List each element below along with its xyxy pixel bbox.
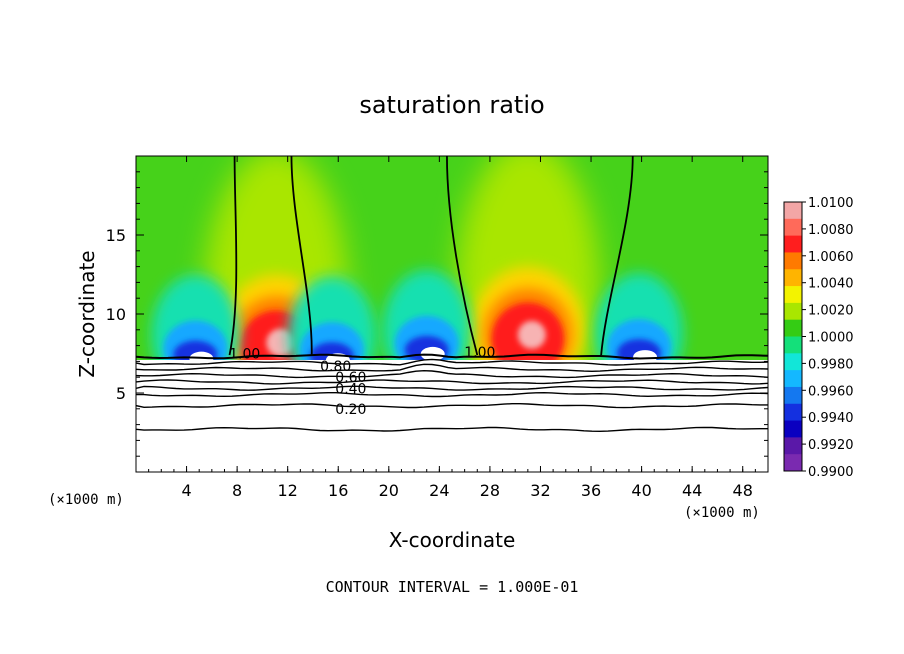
moist-core-peak xyxy=(266,328,295,357)
contour-line xyxy=(136,353,768,360)
y-tick-label: 10 xyxy=(106,305,126,324)
contour-label: 1.00 xyxy=(464,345,495,361)
plot-area: 1.00 1.00 0.800.600.40 0.20 xyxy=(136,156,768,472)
x-tick-label: 48 xyxy=(733,481,753,500)
contour-line-1-00 xyxy=(228,156,238,356)
contour-line xyxy=(136,385,768,391)
contour-label: 0.20 xyxy=(335,402,366,418)
contour-line-1-00 xyxy=(600,156,634,356)
contour-label: 0.80 xyxy=(320,359,351,375)
contour-line xyxy=(136,426,768,433)
colorbar-swatch xyxy=(784,252,802,270)
contour-line xyxy=(136,391,768,398)
x-tick-label: 24 xyxy=(429,481,449,500)
y-axis-label: Z-coordinate xyxy=(75,250,99,377)
x-tick-label: 20 xyxy=(379,481,399,500)
x-unit-right: (×1000 m) xyxy=(684,505,760,521)
x-tick-label: 40 xyxy=(631,481,651,500)
x-tick-label: 8 xyxy=(232,481,242,500)
colorbar-swatch xyxy=(784,218,802,237)
colorbar-label: 1.0080 xyxy=(808,223,854,238)
colorbar: 1.0100 1.0080 1.0060 1.0040 1.0020 1.0000 0.99… xyxy=(783,196,854,480)
contour-line-1-00 xyxy=(290,156,313,356)
colorbar-label: 1.0020 xyxy=(808,304,854,319)
x-tick-label: 32 xyxy=(530,481,550,500)
chart-title: saturation ratio xyxy=(359,91,544,119)
colorbar-swatch xyxy=(784,319,802,337)
colorbar-swatch xyxy=(784,286,802,304)
colorbar-swatch xyxy=(784,202,802,220)
contour-line xyxy=(136,363,768,373)
contour-label: 1.00 xyxy=(229,347,260,363)
colorbar-label: 1.0040 xyxy=(808,277,854,292)
x-tick-label: 4 xyxy=(181,481,191,500)
colorbar-swatch xyxy=(784,437,802,455)
y-tick-label: 15 xyxy=(106,226,126,245)
x-tick-label: 44 xyxy=(682,481,702,500)
colorbar-label: 0.9900 xyxy=(808,465,854,480)
x-tick-label: 12 xyxy=(278,481,298,500)
x-tick-label: 36 xyxy=(581,481,601,500)
contour-label: 0.40 xyxy=(335,381,366,397)
contour-line-1-00 xyxy=(446,156,479,356)
colorbar-swatch xyxy=(784,235,802,253)
contour-line xyxy=(136,379,768,385)
colorbar-label: 0.9940 xyxy=(808,411,854,426)
colorbar-label: 1.0000 xyxy=(808,331,854,346)
moist-core-peak xyxy=(517,320,546,349)
colorbar-swatch xyxy=(784,269,802,287)
colorbar-swatch xyxy=(784,302,802,321)
contour-label: 0.60 xyxy=(335,370,366,386)
colorbar-swatch xyxy=(784,403,802,422)
colorbar-swatch xyxy=(784,454,802,472)
colorbar-swatch xyxy=(784,386,802,405)
colorbar-label: 0.9980 xyxy=(808,357,854,372)
colorbar-label: 0.9920 xyxy=(808,438,854,453)
colorbar-label: 1.0060 xyxy=(808,250,854,265)
contour-line xyxy=(136,358,768,366)
colorbar-label: 1.0100 xyxy=(808,196,854,211)
x-tick-label: 16 xyxy=(328,481,348,500)
x-tick-label: 28 xyxy=(480,481,500,500)
subsaturated-layer xyxy=(136,360,768,472)
contour-interval-note: CONTOUR INTERVAL = 1.000E-01 xyxy=(326,578,579,596)
contour-line xyxy=(136,369,768,379)
colorbar-swatch xyxy=(784,353,802,371)
y-tick-label: 5 xyxy=(116,384,126,403)
x-axis-label: X-coordinate xyxy=(389,528,516,552)
x-unit-left: (×1000 m) xyxy=(48,492,124,508)
colorbar-swatch xyxy=(784,370,802,388)
colorbar-swatch xyxy=(784,420,802,438)
colorbar-swatch xyxy=(784,336,802,354)
colorbar-label: 0.9960 xyxy=(808,384,854,399)
contour-line xyxy=(136,403,768,409)
contour-lines: 1.00 1.00 0.800.600.40 0.20 xyxy=(136,156,768,433)
